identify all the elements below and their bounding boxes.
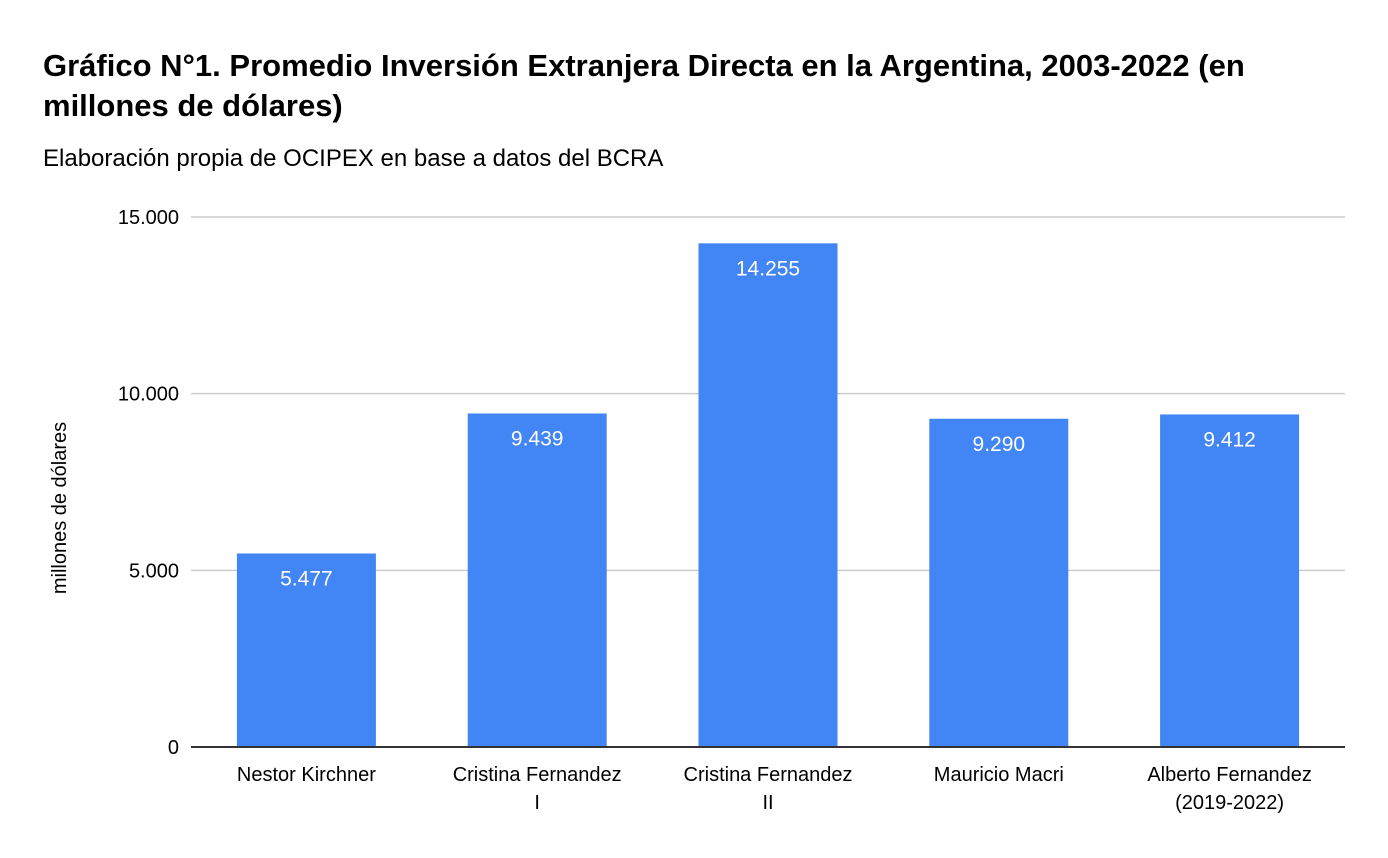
chart-title: Gráfico N°1. Promedio Inversión Extranje… <box>43 48 1245 123</box>
data-label: 5.477 <box>280 567 333 590</box>
x-axis-categories: Nestor Kirchner Cristina Fernandez I Cristi… <box>237 764 1312 814</box>
data-label: 9.412 <box>1203 428 1256 451</box>
data-label: 9.290 <box>973 433 1026 456</box>
x-category-label: Cristina Fernandez I <box>453 764 622 814</box>
y-tick-label: 0 <box>168 737 179 759</box>
bar <box>929 418 1069 747</box>
y-axis-ticks: 0 5.000 10.000 15.000 <box>118 207 179 759</box>
y-tick-label: 15.000 <box>118 207 179 229</box>
y-axis-label: millones de dólares <box>49 422 71 594</box>
bar <box>236 553 376 747</box>
chart-subtitle: Elaboración propia de OCIPEX en base a d… <box>43 145 664 172</box>
y-tick-label: 10.000 <box>118 384 179 406</box>
data-label: 14.255 <box>736 257 800 280</box>
x-category-label: Mauricio Macri <box>934 764 1064 786</box>
data-label: 9.439 <box>511 427 564 450</box>
bar <box>1160 414 1300 747</box>
x-category-label: Nestor Kirchner <box>237 764 376 786</box>
y-tick-label: 5.000 <box>129 560 179 582</box>
x-category-label: Alberto Fernandez (2019-2022) <box>1147 764 1312 814</box>
bar-series: 5.477 9.439 14.255 9.290 9.412 <box>191 243 1345 748</box>
x-category-label: Cristina Fernandez II <box>684 764 853 814</box>
bar <box>698 243 838 747</box>
bar <box>467 413 607 747</box>
